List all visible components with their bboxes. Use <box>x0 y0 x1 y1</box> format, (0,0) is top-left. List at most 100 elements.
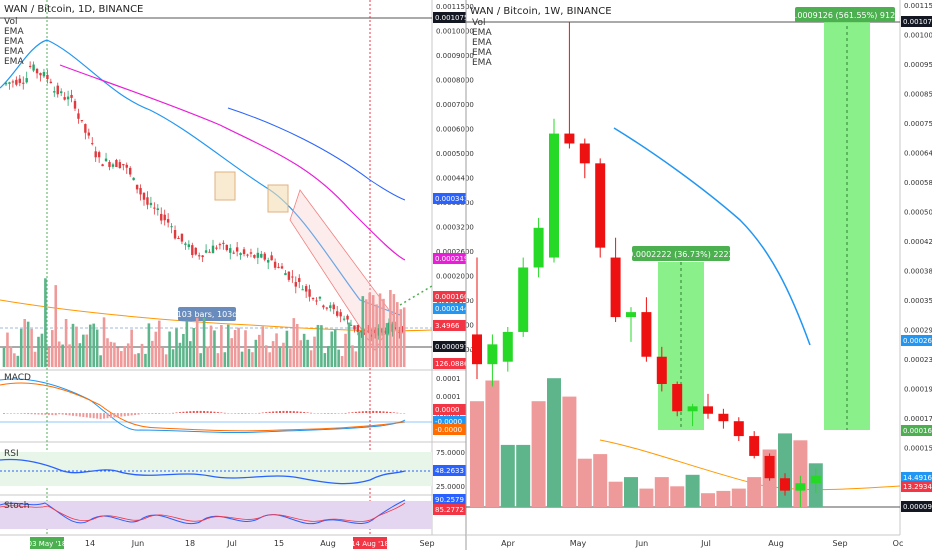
candle-body[interactable] <box>398 331 401 333</box>
candle-body[interactable] <box>46 74 49 80</box>
candle-body[interactable] <box>235 247 239 252</box>
candle-body[interactable] <box>163 214 166 221</box>
candle-body[interactable] <box>246 254 249 256</box>
candle-body[interactable] <box>349 324 353 326</box>
candle-body[interactable] <box>177 238 180 240</box>
candle-body[interactable] <box>66 96 70 100</box>
candle-body[interactable] <box>215 247 218 249</box>
candle-body[interactable] <box>291 276 294 278</box>
candle-body[interactable] <box>115 159 118 168</box>
candle-body[interactable] <box>94 151 97 158</box>
candle-body[interactable] <box>641 312 652 357</box>
candle-body[interactable] <box>733 421 744 437</box>
candle-body[interactable] <box>549 133 559 258</box>
candle-body[interactable] <box>253 255 256 258</box>
candle-body[interactable] <box>229 248 232 253</box>
candle-body[interactable] <box>356 324 360 332</box>
candle-body[interactable] <box>232 252 235 254</box>
candle-body[interactable] <box>146 197 149 205</box>
candle-body[interactable] <box>387 322 391 334</box>
candle-body[interactable] <box>80 120 84 122</box>
candle-body[interactable] <box>703 406 713 414</box>
consolidation-box[interactable] <box>267 184 289 213</box>
candle-body[interactable] <box>380 328 384 333</box>
candle-body[interactable] <box>339 312 342 317</box>
candle-body[interactable] <box>318 296 322 299</box>
candle-body[interactable] <box>56 85 59 95</box>
candle-body[interactable] <box>118 162 122 169</box>
candle-body[interactable] <box>142 192 146 200</box>
projection-line[interactable] <box>399 285 433 306</box>
candle-body[interactable] <box>242 249 246 255</box>
candle-body[interactable] <box>77 113 80 119</box>
candle-body[interactable] <box>201 255 204 258</box>
candle-body[interactable] <box>28 65 32 67</box>
candle-body[interactable] <box>273 261 277 268</box>
candle-body[interactable] <box>166 219 170 223</box>
candle-body[interactable] <box>263 253 266 260</box>
candle-body[interactable] <box>39 73 42 76</box>
candle-body[interactable] <box>156 208 159 211</box>
candle-body[interactable] <box>225 244 228 251</box>
candle-body[interactable] <box>533 227 544 268</box>
candle-body[interactable] <box>191 245 194 256</box>
candle-body[interactable] <box>308 289 311 297</box>
candle-body[interactable] <box>208 251 211 253</box>
candle-body[interactable] <box>346 315 349 320</box>
candle-body[interactable] <box>810 475 821 484</box>
candle-body[interactable] <box>718 413 729 422</box>
candle-body[interactable] <box>22 82 25 84</box>
candle-body[interactable] <box>329 305 332 308</box>
candle-body[interactable] <box>8 82 11 84</box>
candle-body[interactable] <box>294 282 297 287</box>
candle-body[interactable] <box>63 97 66 100</box>
candle-body[interactable] <box>280 266 284 269</box>
candle-body[interactable] <box>97 152 101 158</box>
candle-body[interactable] <box>239 253 242 256</box>
candle-body[interactable] <box>60 91 63 94</box>
candle-body[interactable] <box>626 312 636 318</box>
candle-body[interactable] <box>502 331 513 362</box>
candle-body[interactable] <box>32 64 35 71</box>
candle-body[interactable] <box>377 328 380 336</box>
candle-body[interactable] <box>322 305 325 308</box>
candle-body[interactable] <box>187 244 191 248</box>
candle-body[interactable] <box>222 242 225 244</box>
candle-body[interactable] <box>11 81 15 83</box>
candle-body[interactable] <box>370 334 373 337</box>
candle-body[interactable] <box>218 244 222 246</box>
candle-body[interactable] <box>211 245 215 254</box>
candle-body[interactable] <box>401 326 404 333</box>
candle-body[interactable] <box>360 330 363 333</box>
candle-body[interactable] <box>363 333 366 335</box>
candle-body[interactable] <box>277 266 280 268</box>
candle-body[interactable] <box>472 334 482 365</box>
candle-body[interactable] <box>304 286 308 292</box>
candle-body[interactable] <box>180 233 184 242</box>
candle-body[interactable] <box>298 278 301 282</box>
candle-body[interactable] <box>135 184 139 190</box>
candle-body[interactable] <box>672 384 683 412</box>
candle-body[interactable] <box>249 252 253 254</box>
candle-body[interactable] <box>149 202 153 206</box>
candle-body[interactable] <box>384 331 387 333</box>
candle-body[interactable] <box>198 255 201 257</box>
candle-body[interactable] <box>764 455 775 479</box>
candle-body[interactable] <box>367 331 370 333</box>
candle-body[interactable] <box>15 79 18 85</box>
candle-body[interactable] <box>91 143 94 145</box>
candle-body[interactable] <box>204 250 208 253</box>
candle-body[interactable] <box>749 436 760 456</box>
candle-body[interactable] <box>4 82 8 85</box>
candle-body[interactable] <box>595 163 606 248</box>
candle-body[interactable] <box>287 271 291 280</box>
candle-body[interactable] <box>104 158 108 162</box>
candle-body[interactable] <box>518 267 529 332</box>
candle-body[interactable] <box>139 188 142 195</box>
candle-body[interactable] <box>84 124 87 133</box>
candle-body[interactable] <box>173 230 177 239</box>
candle-body[interactable] <box>25 78 28 83</box>
candle-body[interactable] <box>49 81 53 84</box>
candle-body[interactable] <box>487 344 498 365</box>
candle-body[interactable] <box>256 252 260 258</box>
